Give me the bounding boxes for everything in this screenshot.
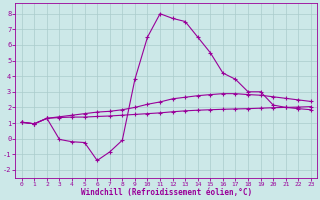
X-axis label: Windchill (Refroidissement éolien,°C): Windchill (Refroidissement éolien,°C) bbox=[81, 188, 252, 197]
